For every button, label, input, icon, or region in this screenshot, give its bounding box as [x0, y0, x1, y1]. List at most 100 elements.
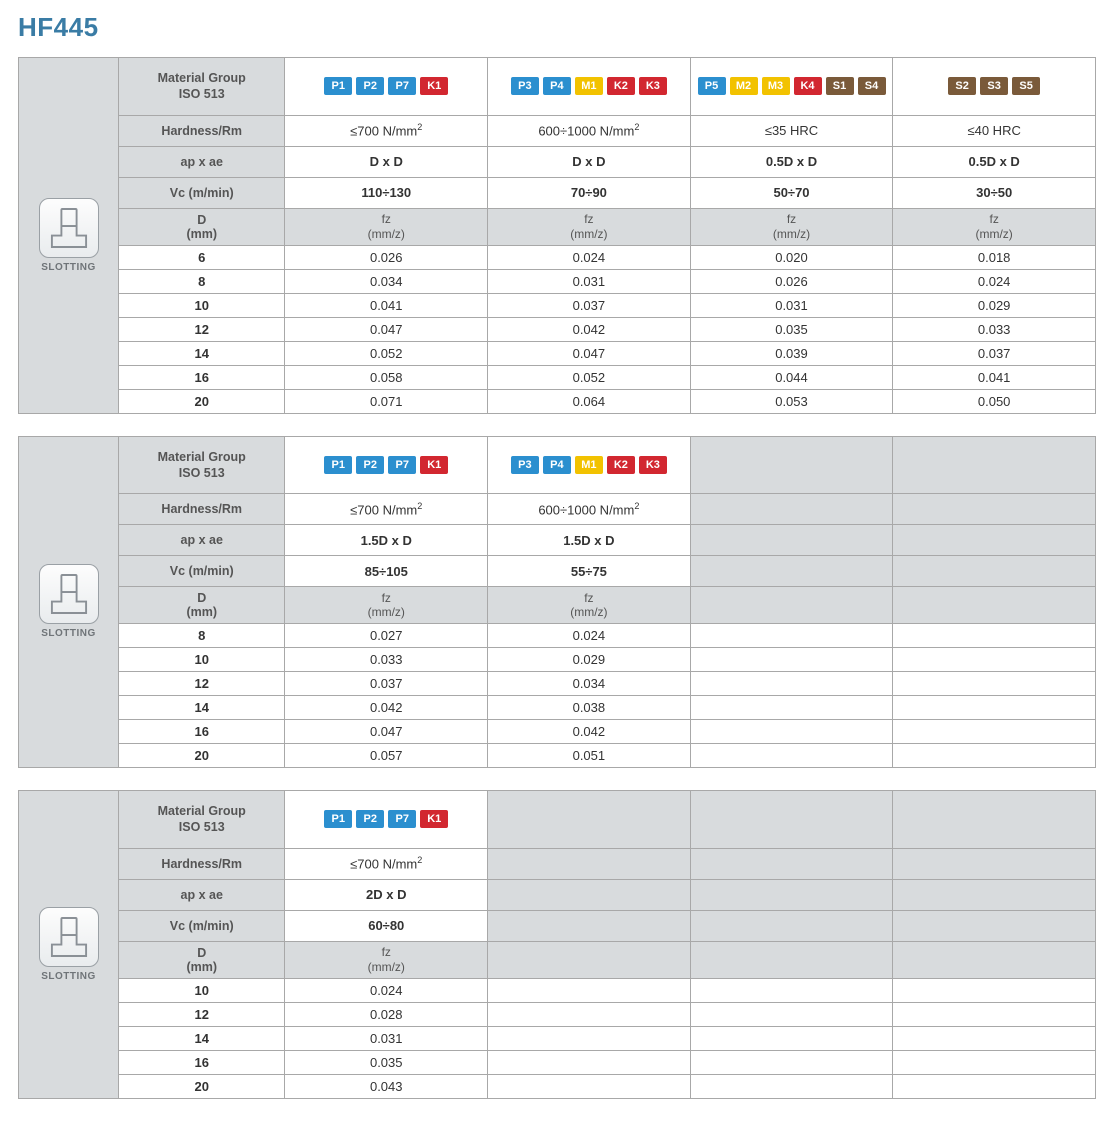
material-chip: M1	[575, 456, 603, 474]
d-value: 16	[119, 1050, 285, 1074]
fz-header: fz(mm/z)	[285, 587, 488, 624]
vc-value: 85÷105	[285, 556, 488, 587]
fz-value: 0.029	[893, 293, 1096, 317]
fz-value: 0.039	[690, 341, 893, 365]
fz-value	[690, 672, 893, 696]
table-row: 160.0580.0520.0440.041	[119, 365, 1096, 389]
fz-value: 0.057	[285, 744, 488, 768]
fz-value: 0.058	[285, 365, 488, 389]
fz-header	[488, 941, 691, 978]
fz-value: 0.034	[285, 269, 488, 293]
material-chips: P1P2P7K1	[285, 436, 488, 494]
fz-value	[893, 624, 1096, 648]
material-chip: P1	[324, 810, 352, 828]
cutting-data-table: Material GroupISO 513P1P2P7K1Hardness/Rm…	[118, 790, 1096, 1099]
d-value: 12	[119, 317, 285, 341]
table-row: 100.024	[119, 978, 1096, 1002]
material-chip: M2	[730, 77, 758, 95]
material-chip: S2	[948, 77, 976, 95]
table-row: 80.0340.0310.0260.024	[119, 269, 1096, 293]
col-hardness: Hardness/Rm	[119, 115, 285, 146]
col-material-group: Material GroupISO 513	[119, 791, 285, 849]
fz-value	[488, 1074, 691, 1098]
fz-value	[690, 624, 893, 648]
hardness-value	[893, 848, 1096, 879]
material-chip: P2	[356, 810, 384, 828]
fz-value	[488, 978, 691, 1002]
operation-label: SLOTTING	[41, 971, 96, 982]
fz-value	[893, 1074, 1096, 1098]
fz-value: 0.047	[488, 341, 691, 365]
fz-value: 0.027	[285, 624, 488, 648]
fz-value: 0.018	[893, 245, 1096, 269]
fz-value	[690, 1026, 893, 1050]
table-row: 160.0470.042	[119, 720, 1096, 744]
fz-value: 0.026	[285, 245, 488, 269]
fz-value: 0.071	[285, 389, 488, 413]
fz-value: 0.037	[893, 341, 1096, 365]
fz-value: 0.024	[893, 269, 1096, 293]
material-chips: P1P2P7K1	[285, 791, 488, 849]
chips-empty	[488, 791, 691, 849]
hardness-value: ≤40 HRC	[893, 115, 1096, 146]
fz-header: fz(mm/z)	[285, 208, 488, 245]
table-row: 120.0470.0420.0350.033	[119, 317, 1096, 341]
col-d: D(mm)	[119, 208, 285, 245]
ap-ae-value: 1.5D x D	[285, 525, 488, 556]
vc-value: 70÷90	[488, 177, 691, 208]
operation-panel: SLOTTING	[18, 57, 118, 414]
table-row: 100.0330.029	[119, 648, 1096, 672]
fz-value: 0.047	[285, 720, 488, 744]
fz-value: 0.035	[690, 317, 893, 341]
hardness-value	[690, 494, 893, 525]
slotting-icon	[39, 198, 99, 258]
material-chip: P4	[543, 77, 571, 95]
col-vc: Vc (m/min)	[119, 556, 285, 587]
fz-value: 0.043	[285, 1074, 488, 1098]
fz-value	[488, 1026, 691, 1050]
material-chip: M1	[575, 77, 603, 95]
material-chip: K1	[420, 77, 448, 95]
material-chip: K3	[639, 456, 667, 474]
fz-value	[690, 978, 893, 1002]
slotting-icon	[39, 907, 99, 967]
table-row: 160.035	[119, 1050, 1096, 1074]
fz-header: fz(mm/z)	[893, 208, 1096, 245]
d-value: 14	[119, 696, 285, 720]
d-value: 14	[119, 1026, 285, 1050]
fz-value	[893, 648, 1096, 672]
chips-empty	[893, 436, 1096, 494]
fz-value	[893, 978, 1096, 1002]
ap-ae-value: 0.5D x D	[690, 146, 893, 177]
hardness-value: ≤35 HRC	[690, 115, 893, 146]
fz-value	[690, 1074, 893, 1098]
fz-value: 0.047	[285, 317, 488, 341]
material-chips: P3P4M1K2K3	[488, 58, 691, 116]
operation-label: SLOTTING	[41, 262, 96, 273]
material-chip: M3	[762, 77, 790, 95]
ap-ae-value: D x D	[488, 146, 691, 177]
material-chips: P5M2M3K4S1S4	[690, 58, 893, 116]
ap-ae-value	[690, 879, 893, 910]
table-row: 200.0570.051	[119, 744, 1096, 768]
material-chip: P1	[324, 77, 352, 95]
hardness-value	[690, 848, 893, 879]
fz-value: 0.052	[488, 365, 691, 389]
fz-value	[488, 1050, 691, 1074]
ap-ae-value: D x D	[285, 146, 488, 177]
fz-header	[893, 941, 1096, 978]
slotting-icon	[39, 564, 99, 624]
ap-ae-value	[893, 879, 1096, 910]
fz-value: 0.052	[285, 341, 488, 365]
ap-ae-value: 2D x D	[285, 879, 488, 910]
fz-value	[690, 1002, 893, 1026]
fz-value: 0.037	[285, 672, 488, 696]
fz-value: 0.042	[285, 696, 488, 720]
col-material-group: Material GroupISO 513	[119, 436, 285, 494]
fz-value	[488, 1002, 691, 1026]
d-value: 12	[119, 1002, 285, 1026]
col-ap-ae: ap x ae	[119, 146, 285, 177]
fz-value	[893, 672, 1096, 696]
fz-value: 0.042	[488, 317, 691, 341]
fz-header: fz(mm/z)	[488, 208, 691, 245]
